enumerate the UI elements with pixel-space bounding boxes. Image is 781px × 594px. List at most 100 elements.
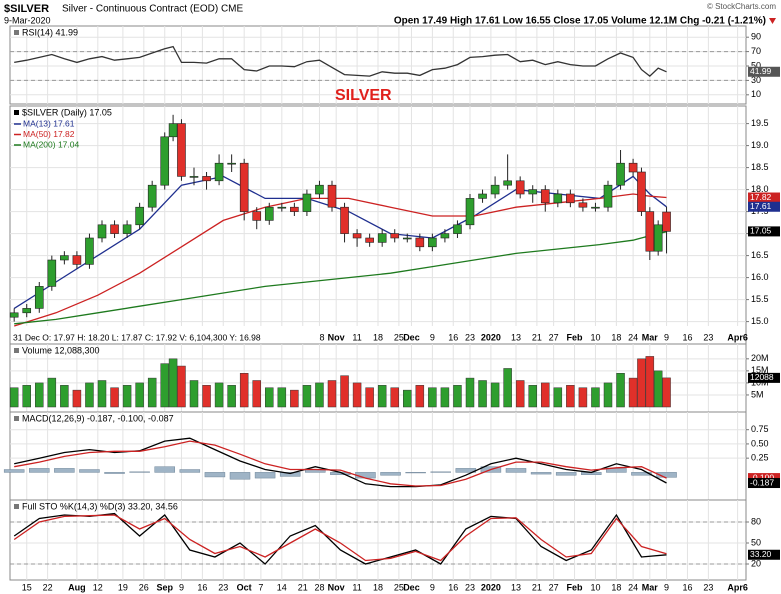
- x-tick-label: 2020: [481, 582, 501, 592]
- volume-bar: [591, 387, 600, 408]
- histogram-bar: [79, 469, 100, 473]
- candle-body: [340, 206, 349, 234]
- y-tick-label: 10: [751, 89, 761, 99]
- series-line: [14, 45, 667, 77]
- volume-bar: [566, 385, 575, 408]
- x-tick-label: 26: [139, 582, 149, 592]
- title-marker: [14, 110, 19, 115]
- x-tick-label: 9: [664, 582, 669, 592]
- histogram-bar: [129, 471, 150, 473]
- y-tick-label: 18.0: [751, 184, 769, 194]
- x-tick-label: 18: [611, 332, 621, 342]
- candle-body: [239, 162, 249, 212]
- candle-body: [264, 206, 274, 221]
- series-line: [13, 514, 667, 562]
- volume-bar: [290, 389, 299, 408]
- candle-body: [591, 206, 600, 209]
- candle-body: [616, 162, 625, 186]
- histogram-bar: [29, 468, 50, 473]
- x-tick-label: 18: [373, 332, 383, 342]
- volume-bar: [189, 380, 199, 408]
- candle-body: [490, 184, 500, 195]
- end-label: -0.187: [750, 477, 774, 487]
- x-tick-label: 13: [511, 582, 521, 592]
- volume-bar: [578, 387, 588, 408]
- volume-bar: [662, 377, 671, 408]
- x-tick-label: 15: [22, 582, 32, 592]
- volume-bar: [160, 363, 169, 408]
- title-marker: [14, 348, 19, 353]
- volume-bar: [637, 358, 646, 408]
- candle-body: [402, 237, 412, 240]
- end-label: 17.82: [750, 192, 772, 202]
- candle-body: [160, 136, 170, 186]
- candle-body: [566, 193, 575, 204]
- x-tick-label: 14: [277, 582, 287, 592]
- y-tick-label: 0.50: [751, 438, 769, 448]
- candle-body: [415, 237, 425, 248]
- histogram-bar: [204, 472, 226, 478]
- series-line: [14, 231, 667, 325]
- x-tick-label: 10: [590, 582, 600, 592]
- end-label: 17.05: [750, 226, 772, 236]
- volume-bar: [277, 387, 287, 408]
- volume-bar: [553, 387, 563, 408]
- volume-bar: [377, 385, 387, 408]
- histogram-bar: [229, 472, 251, 480]
- candle-body: [202, 176, 211, 182]
- histogram-bar: [104, 472, 125, 474]
- title-marker: [14, 416, 19, 421]
- y-tick-label: 50: [751, 60, 761, 70]
- volume-bar: [147, 377, 157, 408]
- x-tick-label: Sep: [156, 582, 173, 592]
- end-label: -0.100: [750, 472, 774, 482]
- legend-entry: MA(50) 17.82: [23, 129, 75, 139]
- candle-body: [9, 312, 19, 318]
- info-line: 31 Dec O: 17.97 H: 18.20 L: 17.87 C: 17.…: [13, 332, 261, 342]
- volume-bar: [465, 377, 475, 408]
- symbol: $SILVER: [4, 3, 49, 15]
- histogram-bar: [631, 472, 652, 476]
- histogram-bar: [179, 469, 201, 473]
- candle-body: [34, 286, 44, 309]
- histogram-bar: [656, 472, 677, 478]
- volume-bar: [515, 380, 525, 408]
- x-tick-label: Nov: [328, 582, 345, 592]
- y-tick-label: 0.25: [751, 453, 769, 463]
- y-tick-label: 20: [751, 558, 761, 568]
- volume-bar: [214, 382, 224, 408]
- x-tick-label: 19: [118, 582, 128, 592]
- candle-body: [214, 162, 224, 182]
- volume-bar: [110, 387, 119, 408]
- x-tick-label: 27: [549, 582, 559, 592]
- candle-body: [377, 233, 387, 243]
- x-tick-label: 9: [179, 582, 184, 592]
- x-tick-label: 23: [218, 582, 228, 592]
- x-tick-label: Feb: [567, 332, 584, 342]
- instrument-name: Silver - Continuous Contract (EOD) CME: [62, 4, 243, 15]
- candle-body: [478, 193, 487, 199]
- histogram-bar: [254, 472, 276, 479]
- candle-body: [662, 211, 671, 232]
- y-tick-label: 19.0: [751, 140, 769, 150]
- candle-body: [147, 184, 157, 208]
- volume-bar: [60, 385, 69, 408]
- x-tick-label: 23: [703, 582, 713, 592]
- quote: Open 17.49 High 17.61 Low 16.55 Close 17…: [394, 16, 766, 27]
- candle-body: [390, 233, 400, 239]
- histogram-bar: [3, 469, 25, 473]
- volume-bar: [85, 382, 94, 408]
- volume-bar: [315, 382, 324, 408]
- x-tick-label: 22: [43, 582, 53, 592]
- panel-title: Full STO %K(14,3) %D(3) 33.20, 34.56: [22, 501, 178, 511]
- volume-bar: [35, 382, 44, 408]
- candle-body: [578, 202, 588, 208]
- y-tick-label: 16.0: [751, 272, 769, 282]
- x-tick-label: 9: [430, 582, 435, 592]
- volume-bar: [415, 385, 425, 408]
- histogram-bar: [380, 472, 401, 476]
- candle-body: [277, 206, 287, 209]
- x-tick-label: 18: [611, 582, 621, 592]
- y-tick-label: 5M: [751, 389, 764, 399]
